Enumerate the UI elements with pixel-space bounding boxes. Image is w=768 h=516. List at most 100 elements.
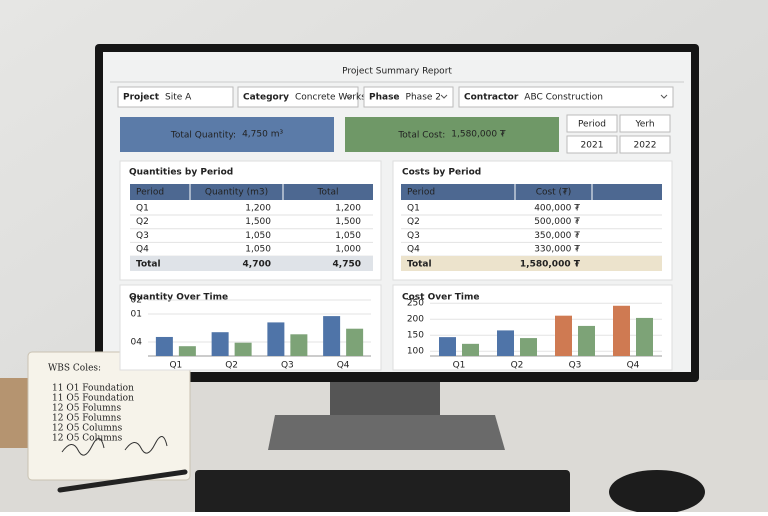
- notebook-line: 12 O5 Columns: [52, 424, 123, 434]
- keyboard: [195, 470, 570, 515]
- y-tick-label: 200: [407, 315, 424, 325]
- filter-label: Category: [243, 93, 289, 103]
- filter-label: Contractor: [464, 93, 519, 103]
- table-cell: 1,000: [335, 245, 361, 255]
- table-header: [130, 184, 373, 200]
- period-cell: [566, 135, 618, 154]
- bar: [520, 338, 537, 356]
- notebook-line: 12 O5 Columns: [52, 434, 123, 444]
- y-tick-label: 02: [131, 296, 142, 306]
- filter-value: Concrete Works: [295, 93, 366, 103]
- dropdown-arrow: [660, 94, 668, 99]
- table-cell: Q2: [407, 217, 420, 227]
- total-row: [401, 256, 662, 271]
- y-tick-label: 150: [407, 331, 424, 341]
- notebook-line: 12 O5 Folumns: [52, 414, 121, 424]
- dropdown-arrow: [440, 94, 448, 99]
- notebook-title: WBS Coles:: [48, 364, 101, 374]
- bar: [290, 334, 308, 356]
- col-header: Total: [316, 188, 338, 198]
- filter-value: Phase 2: [406, 93, 441, 103]
- x-tick-label: Q4: [627, 361, 640, 371]
- table-cell: 350,000 ₮: [534, 231, 580, 241]
- table-cell: 1,050: [245, 231, 271, 241]
- total-row: [130, 256, 373, 271]
- filter-box: [117, 86, 234, 108]
- col-header: Quantity (m3): [205, 188, 268, 198]
- period-cell: [619, 114, 671, 133]
- period-text: Period: [578, 120, 606, 130]
- col-header: Cost (₮): [536, 188, 572, 198]
- x-tick-label: Q4: [337, 361, 350, 371]
- table-cell: 400,000 ₮: [534, 204, 580, 214]
- bar: [497, 330, 514, 356]
- notebook-line: 11 O5 Foundation: [52, 394, 134, 404]
- filter-box: [458, 86, 674, 108]
- x-tick-label: Q1: [453, 361, 466, 371]
- table-cell: 1,500: [335, 217, 361, 227]
- tray: [0, 378, 30, 448]
- bar: [555, 315, 572, 356]
- filter-box: [363, 86, 454, 108]
- bar: [462, 343, 479, 356]
- panel-title: Quantities by Period: [129, 168, 233, 178]
- total-cell: 1,580,000 ₮: [520, 260, 581, 270]
- filter-label: Phase: [369, 93, 400, 103]
- bar: [155, 336, 173, 356]
- dropdown-arrow: [345, 94, 353, 99]
- bar: [178, 346, 196, 356]
- x-tick-label: Q3: [281, 361, 294, 371]
- total-cell: 4,700: [243, 260, 271, 270]
- filter-box: [237, 86, 359, 108]
- stand-base: [268, 415, 505, 450]
- filter-label: Project: [123, 93, 160, 103]
- table-cell: 500,000 ₮: [534, 217, 580, 227]
- mouse: [609, 470, 705, 514]
- bar: [234, 342, 252, 356]
- table-cell: Q3: [136, 231, 149, 241]
- table-cell: 1,050: [245, 245, 271, 255]
- x-tick-label: Q2: [225, 361, 238, 371]
- chart-title: Cost Over Time: [402, 293, 479, 303]
- bar: [636, 317, 653, 356]
- period-cell: [619, 135, 671, 154]
- period-text: 2022: [634, 141, 657, 151]
- panel-title: Costs by Period: [402, 168, 481, 178]
- table-cell: Q2: [136, 217, 149, 227]
- signature: [61, 438, 105, 456]
- notebook-line: 11 O1 Foundation: [52, 384, 134, 394]
- y-tick-label: 01: [131, 310, 142, 320]
- table-cell: 1,050: [335, 231, 361, 241]
- kpi-card: [345, 117, 559, 152]
- total-cell: 4,750: [333, 260, 361, 270]
- table-cell: Q1: [407, 204, 420, 214]
- period-text: 2021: [581, 141, 604, 151]
- filter-value: ABC Construction: [524, 93, 603, 103]
- pen: [57, 469, 188, 493]
- table-header: [401, 184, 662, 200]
- table-cell: Q4: [407, 245, 420, 255]
- chart-title: Quantity Over Time: [129, 293, 228, 303]
- total-cell: Total: [407, 260, 432, 270]
- report-title: Project Summary Report: [342, 67, 452, 77]
- y-tick-label: 100: [407, 347, 424, 357]
- filter-value: Site A: [165, 93, 192, 103]
- col-header: Period: [136, 188, 164, 198]
- table-cell: Q3: [407, 231, 420, 241]
- bar: [267, 322, 285, 356]
- total-cell: Total: [136, 260, 161, 270]
- period-cell: [566, 114, 618, 133]
- col-header: Period: [407, 188, 435, 198]
- table-cell: 1,500: [245, 217, 271, 227]
- period-text: Yerh: [634, 120, 654, 130]
- notebook-line: 12 O5 Folumns: [52, 404, 121, 414]
- signature: [124, 436, 168, 454]
- kpi-value: 1,580,000 ₮: [451, 130, 506, 140]
- table-cell: Q4: [136, 245, 149, 255]
- table-cell: 1,200: [335, 204, 361, 214]
- kpi-card: [120, 117, 334, 152]
- table-cell: 330,000 ₮: [534, 245, 580, 255]
- bar: [346, 328, 364, 356]
